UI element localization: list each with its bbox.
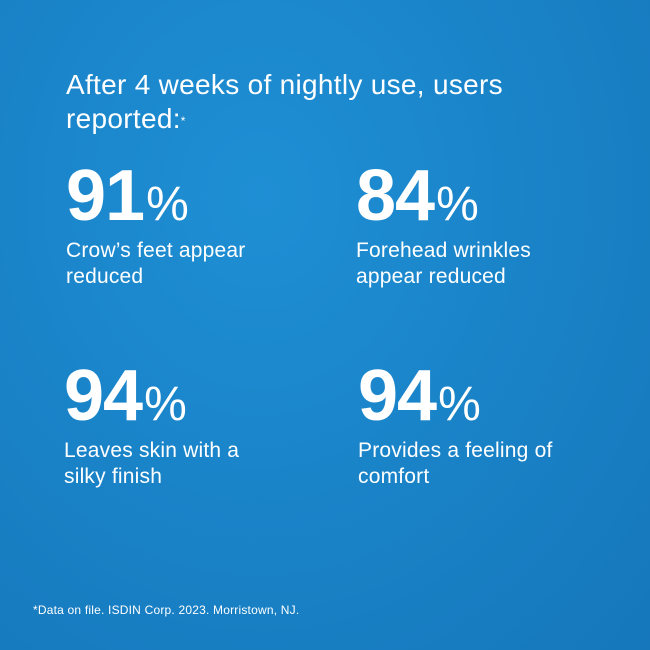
stat-value-line: 94%	[358, 360, 608, 432]
stat-value-line: 91%	[66, 160, 316, 232]
stat-comfort: 94% Provides a feeling of comfort	[358, 360, 608, 490]
stat-description: Crow’s feet appear reduced	[66, 238, 316, 290]
stat-description: Leaves skin with a silky finish	[64, 438, 314, 490]
stat-description-line: Leaves skin with a	[64, 439, 240, 462]
stat-percent-sign: %	[144, 378, 187, 431]
stat-description-line: Crow’s feet appear	[66, 239, 246, 262]
stat-silky-finish: 94% Leaves skin with a silky finish	[64, 360, 314, 490]
stat-number: 91	[66, 156, 145, 236]
stat-description-line: Provides a feeling of	[358, 439, 553, 462]
stat-number: 94	[358, 356, 437, 436]
stat-value-line: 84%	[356, 160, 606, 232]
stat-description-line: appear reduced	[356, 265, 506, 288]
stat-percent-sign: %	[438, 378, 481, 431]
stat-description-line: reduced	[66, 265, 144, 288]
stat-description: Forehead wrinkles appear reduced	[356, 238, 606, 290]
stat-description-line: Forehead wrinkles	[356, 239, 531, 262]
headline: After 4 weeks of nightly use, users repo…	[66, 68, 586, 136]
headline-footnote-marker: *	[180, 114, 186, 128]
stat-forehead-wrinkles: 84% Forehead wrinkles appear reduced	[356, 160, 606, 290]
stat-number: 94	[64, 356, 143, 436]
footnote: *Data on file. ISDIN Corp. 2023. Morrist…	[33, 603, 300, 617]
stat-description-line: silky finish	[64, 465, 163, 488]
stat-description: Provides a feeling of comfort	[358, 438, 608, 490]
stat-crows-feet: 91% Crow’s feet appear reduced	[66, 160, 316, 290]
stat-percent-sign: %	[146, 178, 189, 231]
stat-description-line: comfort	[358, 465, 430, 488]
stat-number: 84	[356, 156, 435, 236]
headline-text: After 4 weeks of nightly use, users repo…	[66, 69, 503, 134]
stat-value-line: 94%	[64, 360, 314, 432]
stat-percent-sign: %	[436, 178, 479, 231]
